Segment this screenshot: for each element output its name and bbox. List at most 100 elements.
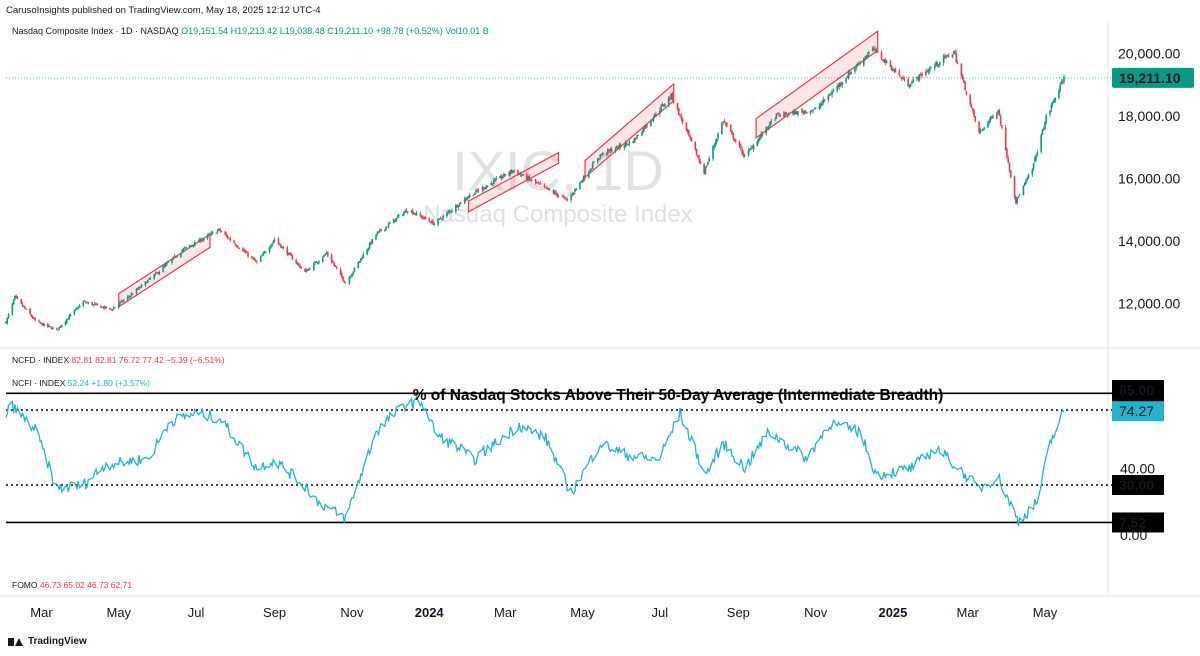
candle-body — [40, 322, 43, 324]
candle-body — [49, 326, 52, 328]
candle-body — [883, 58, 885, 62]
candle-body — [556, 193, 558, 197]
candle-body — [517, 170, 519, 175]
breadth-chart-title: % of Nasdaq Stocks Above Their 50-Day Av… — [413, 387, 944, 404]
candle-body — [726, 123, 728, 126]
candle-body — [154, 272, 157, 275]
candle-body — [756, 141, 759, 147]
time-axis[interactable]: Mar May Jul Sep Nov 2024 Mar May Jul Sep Nov 2025 Ma… — [30, 605, 1057, 620]
candle-body — [983, 128, 985, 129]
candle-body — [262, 253, 265, 256]
candle-body — [174, 256, 177, 258]
candle-body — [939, 62, 941, 66]
candle-body — [800, 109, 803, 112]
candle-body — [809, 110, 812, 114]
candle-body — [1051, 102, 1054, 105]
candle-body — [988, 120, 991, 123]
tradingview-brand[interactable]: TradingView — [8, 636, 87, 647]
candle-body — [14, 295, 16, 300]
candle-body — [717, 133, 719, 139]
candle-body — [172, 256, 175, 260]
candle-body — [164, 264, 167, 267]
candle-body — [1022, 185, 1025, 196]
candle-body — [969, 94, 972, 105]
candle-body — [500, 175, 503, 179]
candle-body — [91, 302, 93, 306]
candle-body — [50, 327, 53, 330]
breadth-last-value-label: 74.27 — [1119, 403, 1154, 419]
candle-body — [38, 320, 40, 322]
fomo-legend[interactable]: FOMO 46.73 65.02 46.73 62.71 — [12, 580, 132, 590]
candle-body — [343, 280, 346, 283]
candle-body — [25, 309, 28, 310]
price-legend: Nasdaq Composite Index · 1D · NASDAQ O19… — [12, 26, 489, 36]
candle-body — [335, 266, 338, 269]
candle-body — [822, 99, 825, 103]
candle-body — [419, 213, 422, 216]
candle-body — [474, 193, 476, 195]
candle-body — [956, 62, 959, 64]
candle-body — [190, 245, 192, 247]
candle-body — [396, 216, 399, 218]
tradingview-logo-icon — [8, 637, 24, 647]
candle-body — [721, 123, 723, 135]
candle-body — [130, 293, 133, 296]
candle-body — [588, 171, 590, 178]
candle-body — [401, 215, 404, 216]
candle-body — [377, 231, 380, 233]
candle-body — [238, 248, 240, 250]
candle-body — [596, 159, 599, 163]
ncfd-legend[interactable]: NCFD · INDEX 82.81 82.81 76.72 77.42 −5.… — [12, 355, 225, 365]
candle-body — [47, 323, 49, 327]
candle-body — [387, 223, 390, 227]
candle-body — [237, 246, 239, 248]
candle-body — [33, 318, 35, 319]
candle-body — [775, 113, 778, 119]
candle-body — [415, 212, 418, 216]
symbol-name[interactable]: Nasdaq Composite Index · 1D · NASDAQ — [12, 26, 179, 36]
candle-body — [960, 63, 963, 76]
candle-body — [582, 175, 585, 182]
candle-body — [880, 52, 883, 59]
candle-body — [344, 282, 347, 284]
candle-body — [866, 55, 869, 57]
ncfi-legend[interactable]: NCFI · INDEX 52.24 +1.80 (+3.57%) — [12, 378, 150, 388]
candle-body — [1040, 134, 1042, 152]
candle-body — [12, 300, 15, 304]
candle-body — [996, 113, 998, 119]
candle-body — [794, 111, 797, 115]
candle-body — [536, 182, 538, 184]
candle-body — [786, 114, 789, 116]
candle-body — [252, 258, 254, 259]
time-axis-label: 2025 — [878, 605, 907, 620]
candle-body — [219, 228, 221, 232]
candle-body — [512, 170, 514, 173]
candle-body — [201, 239, 204, 241]
candle-body — [589, 170, 591, 172]
time-axis-label: Mar — [30, 605, 53, 620]
candle-body — [1058, 90, 1060, 99]
candle-body — [270, 245, 272, 248]
candle-body — [485, 186, 488, 189]
candle-body — [862, 58, 865, 66]
candle-body — [176, 256, 178, 258]
candle-body — [77, 308, 80, 309]
candle-body — [601, 152, 604, 155]
candle-body — [678, 108, 680, 116]
candle-body — [814, 107, 817, 109]
candle-body — [463, 198, 466, 204]
candle-body — [553, 192, 556, 194]
candle-body — [831, 91, 833, 95]
candle-body — [973, 110, 975, 117]
time-axis-label: Nov — [340, 605, 364, 620]
candle-body — [316, 262, 319, 264]
candle-body — [689, 136, 692, 138]
candle-body — [933, 65, 936, 69]
candle-body — [290, 253, 292, 256]
candle-body — [126, 296, 129, 300]
candle-body — [547, 188, 550, 190]
candle-body — [147, 280, 149, 283]
candle-body — [1009, 170, 1012, 177]
candle-body — [793, 110, 795, 115]
